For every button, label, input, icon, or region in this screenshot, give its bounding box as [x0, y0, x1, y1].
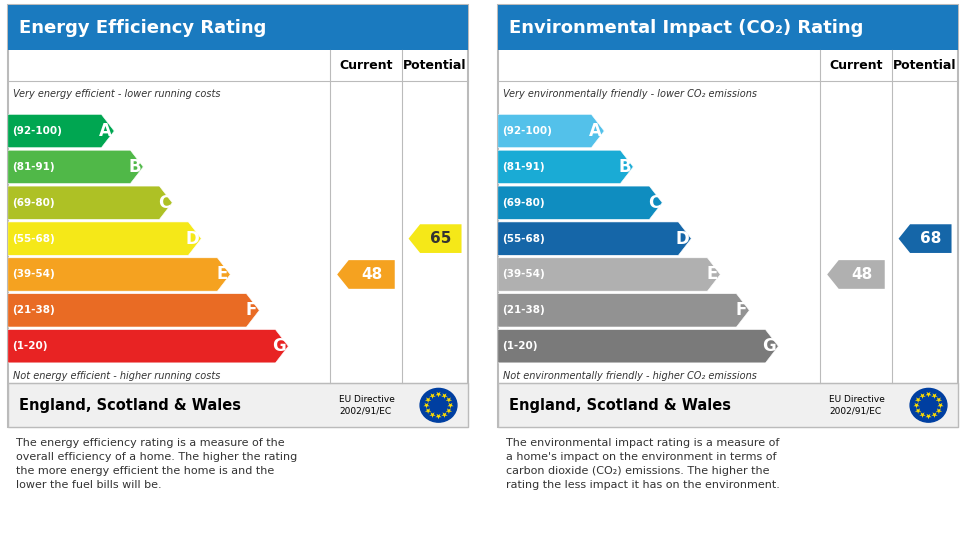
Text: E: E [707, 265, 718, 283]
Text: 48: 48 [851, 267, 872, 282]
Text: (39-54): (39-54) [13, 270, 55, 279]
Text: 65: 65 [430, 231, 452, 246]
Bar [498, 383, 958, 427]
Polygon shape [919, 393, 926, 399]
Text: (55-68): (55-68) [13, 233, 55, 244]
Text: EU Directive
2002/91/EC: EU Directive 2002/91/EC [339, 395, 395, 416]
Text: (1-20): (1-20) [13, 341, 48, 351]
Polygon shape [425, 397, 431, 403]
Text: (92-100): (92-100) [503, 126, 553, 136]
Polygon shape [8, 150, 143, 184]
Polygon shape [899, 224, 952, 253]
Text: G: G [762, 337, 776, 355]
Text: Current: Current [339, 59, 393, 72]
Text: Very energy efficient - lower running costs: Very energy efficient - lower running co… [14, 89, 220, 99]
Polygon shape [441, 412, 448, 418]
Text: Current: Current [829, 59, 883, 72]
Polygon shape [423, 403, 429, 408]
Polygon shape [936, 408, 942, 414]
Text: (81-91): (81-91) [13, 162, 55, 172]
Bar [498, 5, 958, 50]
Polygon shape [409, 224, 462, 253]
Text: B: B [128, 158, 141, 176]
Polygon shape [498, 222, 691, 255]
Text: (69-80): (69-80) [13, 198, 55, 208]
Text: The energy efficiency rating is a measure of the
overall efficiency of a home. T: The energy efficiency rating is a measur… [16, 438, 297, 490]
Text: 68: 68 [920, 231, 942, 246]
Polygon shape [8, 258, 230, 291]
Text: C: C [158, 194, 170, 212]
Text: F: F [246, 301, 257, 319]
Polygon shape [919, 412, 926, 418]
Bar [8, 383, 468, 427]
Polygon shape [429, 412, 436, 418]
Polygon shape [498, 294, 750, 327]
Polygon shape [446, 397, 452, 403]
Polygon shape [498, 150, 633, 184]
Text: Very environmentally friendly - lower CO₂ emissions: Very environmentally friendly - lower CO… [504, 89, 758, 99]
Circle shape [420, 389, 457, 422]
Polygon shape [827, 260, 885, 289]
Text: D: D [675, 230, 689, 248]
Polygon shape [337, 260, 395, 289]
Polygon shape [925, 392, 932, 397]
Circle shape [910, 389, 947, 422]
Text: England, Scotland & Wales: England, Scotland & Wales [510, 398, 731, 413]
Polygon shape [498, 115, 605, 147]
Text: (21-38): (21-38) [503, 305, 545, 315]
Polygon shape [498, 329, 778, 363]
Polygon shape [498, 258, 720, 291]
Text: England, Scotland & Wales: England, Scotland & Wales [20, 398, 241, 413]
Polygon shape [913, 403, 919, 408]
Text: The environmental impact rating is a measure of
a home's impact on the environme: The environmental impact rating is a mea… [506, 438, 779, 490]
Polygon shape [498, 186, 662, 219]
Polygon shape [8, 222, 201, 255]
Polygon shape [8, 186, 172, 219]
Polygon shape [446, 408, 452, 414]
Text: (1-20): (1-20) [503, 341, 538, 351]
Text: (81-91): (81-91) [503, 162, 545, 172]
Text: (21-38): (21-38) [13, 305, 55, 315]
Text: (39-54): (39-54) [503, 270, 545, 279]
Text: A: A [99, 122, 112, 140]
Polygon shape [936, 397, 942, 403]
Text: (92-100): (92-100) [13, 126, 63, 136]
Polygon shape [925, 414, 932, 419]
Polygon shape [8, 329, 288, 363]
Text: Potential: Potential [404, 59, 466, 72]
Text: (69-80): (69-80) [503, 198, 545, 208]
Polygon shape [937, 403, 944, 408]
Text: B: B [618, 158, 631, 176]
Text: Energy Efficiency Rating: Energy Efficiency Rating [20, 19, 267, 37]
Text: 48: 48 [361, 267, 382, 282]
Text: Not environmentally friendly - higher CO₂ emissions: Not environmentally friendly - higher CO… [504, 371, 758, 381]
Polygon shape [441, 393, 448, 399]
Text: Environmental Impact (CO₂) Rating: Environmental Impact (CO₂) Rating [510, 19, 863, 37]
Text: F: F [736, 301, 747, 319]
Polygon shape [435, 392, 442, 397]
Text: C: C [648, 194, 660, 212]
Polygon shape [915, 408, 921, 414]
Text: G: G [272, 337, 286, 355]
Polygon shape [931, 393, 938, 399]
Text: Potential: Potential [894, 59, 956, 72]
Polygon shape [915, 397, 921, 403]
Text: E: E [217, 265, 228, 283]
Text: EU Directive
2002/91/EC: EU Directive 2002/91/EC [829, 395, 885, 416]
Polygon shape [8, 115, 115, 147]
Polygon shape [429, 393, 436, 399]
Bar [8, 5, 468, 50]
Polygon shape [8, 294, 260, 327]
Polygon shape [435, 414, 442, 419]
Text: A: A [589, 122, 602, 140]
Polygon shape [425, 408, 431, 414]
Polygon shape [447, 403, 454, 408]
Text: D: D [185, 230, 199, 248]
Polygon shape [931, 412, 938, 418]
Text: Not energy efficient - higher running costs: Not energy efficient - higher running co… [14, 371, 220, 381]
Text: (55-68): (55-68) [503, 233, 545, 244]
